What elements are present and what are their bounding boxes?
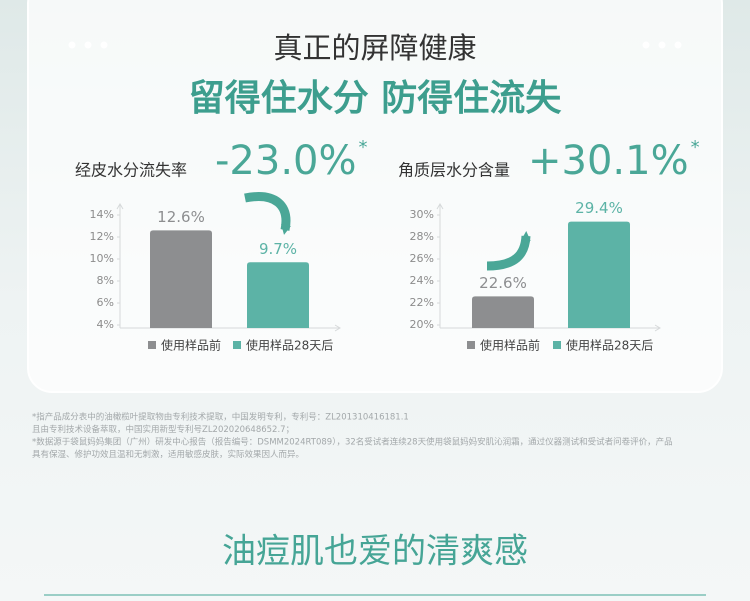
- legend-swatch: [148, 341, 156, 349]
- bar: [568, 221, 630, 328]
- y-tick-label: 28%: [410, 230, 434, 243]
- footnote: 具有保湿、修护功效且温和无刺激，适用敏感皮肤，实际效果因人而异。: [32, 449, 304, 460]
- axis-arrow: [654, 324, 661, 332]
- arrow-up: [486, 231, 531, 271]
- legend-swatch: [233, 341, 241, 349]
- y-tick-label: 12%: [90, 230, 114, 243]
- y-tick-label: 6%: [97, 296, 114, 309]
- y-tick-label: 4%: [97, 318, 114, 331]
- y-tick-label: 14%: [90, 208, 114, 221]
- annotation-mark: *: [691, 137, 700, 158]
- legend-label: 使用样品前: [480, 338, 540, 353]
- bar: [472, 296, 534, 328]
- chart-title: 经皮水分流失率: [75, 161, 187, 180]
- footnote: *数据源于袋鼠妈妈集团（广州）研发中心报告（报告编号：DSMM2024RT089…: [32, 437, 673, 448]
- y-tick-label: 26%: [410, 252, 434, 265]
- axis-arrow: [436, 203, 444, 210]
- value-label: 29.4%: [575, 199, 623, 217]
- y-tick-label: 10%: [90, 252, 114, 265]
- axis-arrow: [116, 203, 124, 210]
- legend-swatch: [467, 341, 475, 349]
- arrow-down: [244, 192, 291, 235]
- legend-label: 使用样品28天后: [566, 338, 653, 353]
- legend-label: 使用样品28天后: [246, 338, 333, 353]
- value-label: 22.6%: [479, 274, 527, 292]
- y-tick-label: 22%: [410, 296, 434, 309]
- y-tick-label: 20%: [410, 318, 434, 331]
- footnote: 且由专利技术设备萃取，中国实用新型专利号ZL202020648652.7；: [32, 424, 294, 435]
- headline: 留得住水分 防得住流失: [189, 78, 563, 119]
- bar: [247, 262, 309, 328]
- axis-arrow: [334, 324, 341, 332]
- section-title: 油痘肌也爱的清爽感: [222, 532, 528, 572]
- value-label: 9.7%: [259, 240, 297, 258]
- bar: [150, 230, 212, 328]
- value-label: 12.6%: [157, 208, 205, 226]
- annotation-mark: *: [359, 137, 368, 158]
- title: 真正的屏障健康: [273, 31, 476, 65]
- chart-title: 角质层水分含量: [398, 161, 510, 180]
- legend-swatch: [553, 341, 561, 349]
- annotation: -23.0%: [215, 138, 357, 184]
- y-tick-label: 30%: [410, 208, 434, 221]
- footnote: *指产品成分表中的油橄榄叶提取物由专利技术提取，中国发明专利，专利号：ZL201…: [32, 412, 409, 423]
- legend-label: 使用样品前: [161, 338, 221, 353]
- dots: [68, 41, 682, 49]
- y-tick-label: 8%: [97, 274, 114, 287]
- y-tick-label: 24%: [410, 274, 434, 287]
- annotation: +30.1%: [528, 138, 689, 184]
